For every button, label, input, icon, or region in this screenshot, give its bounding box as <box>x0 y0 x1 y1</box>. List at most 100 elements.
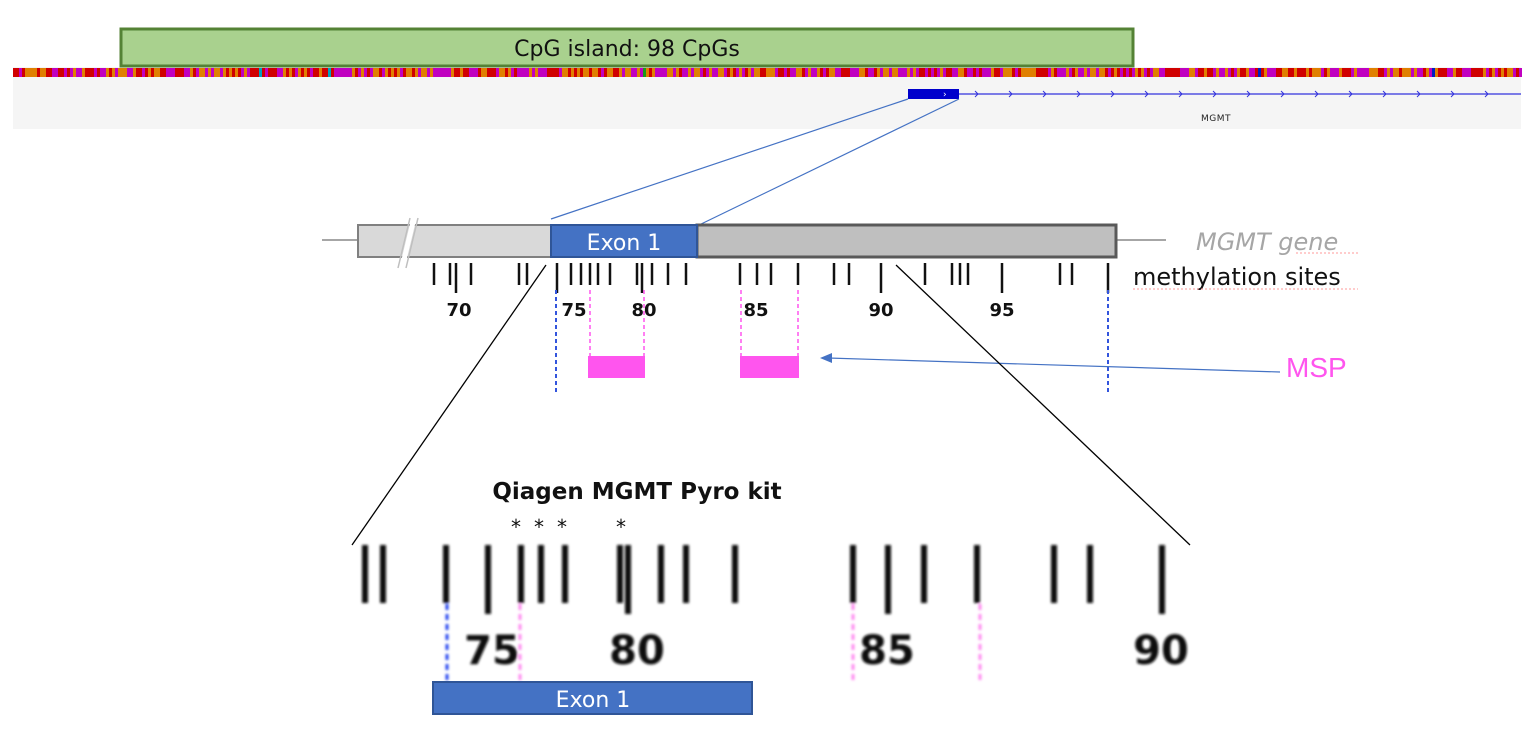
sequence-base <box>1201 68 1204 77</box>
sequence-base <box>610 68 613 77</box>
sequence-base <box>448 68 451 77</box>
sequence-base <box>238 68 241 77</box>
sequence-base <box>310 68 313 77</box>
sequence-base <box>328 68 331 77</box>
zoomed-methylation-ticks <box>362 545 1165 614</box>
sequence-base <box>1513 68 1516 77</box>
sequence-base <box>28 68 31 77</box>
sequence-base <box>1324 68 1327 77</box>
sequence-base <box>1465 68 1468 77</box>
sequence-base <box>673 68 676 77</box>
sequence-base <box>340 68 343 77</box>
zoom-line-left <box>351 264 547 546</box>
sequence-base <box>970 68 973 77</box>
strand-arrow-icon <box>1246 90 1251 98</box>
sequence-base <box>844 68 847 77</box>
sequence-base <box>1003 68 1006 77</box>
sequence-base <box>1237 68 1240 77</box>
sequence-base <box>193 68 196 77</box>
sequence-base <box>229 68 232 77</box>
overview-tick-label-70: 70 <box>446 300 471 321</box>
sequence-base <box>415 68 418 77</box>
sequence-base <box>1393 68 1396 77</box>
sequence-base <box>928 68 931 77</box>
sequence-base <box>307 68 310 77</box>
sequence-base <box>1234 68 1237 77</box>
sequence-base <box>1162 68 1165 77</box>
sequence-base <box>901 68 904 77</box>
sequence-base <box>628 68 631 77</box>
sequence-base <box>334 68 337 77</box>
sequence-base <box>1366 68 1369 77</box>
msp-arrow-head-icon <box>820 353 832 363</box>
sequence-base <box>1249 68 1252 77</box>
sequence-base <box>853 68 856 77</box>
sequence-base <box>1357 68 1360 77</box>
sequence-base <box>1087 68 1090 77</box>
sequence-base <box>1261 68 1264 77</box>
sequence-base <box>232 68 235 77</box>
sequence-base <box>724 68 727 77</box>
sequence-base <box>223 68 226 77</box>
sequence-base <box>88 68 91 77</box>
sequence-base <box>394 68 397 77</box>
break-mark-2 <box>405 217 419 269</box>
sequence-base <box>817 68 820 77</box>
sequence-base <box>1183 68 1186 77</box>
sequence-base <box>349 68 352 77</box>
sequence-base <box>916 68 919 77</box>
sequence-base <box>790 68 793 77</box>
overview-exon1-box <box>550 224 698 258</box>
msp-primer-2 <box>740 356 799 378</box>
sequence-base <box>1252 68 1255 77</box>
sequence-base <box>403 68 406 77</box>
sequence-base <box>1240 68 1243 77</box>
sequence-base <box>1243 68 1246 77</box>
zoom-exon1-label: Exon 1 <box>556 688 631 713</box>
sequence-base <box>436 68 439 77</box>
sequence-base <box>616 68 619 77</box>
sequence-base <box>1384 68 1387 77</box>
sequence-base <box>1084 68 1087 77</box>
sequence-base <box>1288 68 1291 77</box>
sequence-base <box>922 68 925 77</box>
msp-label: MSP <box>1286 352 1347 383</box>
sequence-base <box>433 68 436 77</box>
sequence-base <box>1354 68 1357 77</box>
sequence-base <box>1453 68 1456 77</box>
sequence-base <box>775 68 778 77</box>
sequence-base <box>145 68 148 77</box>
sequence-base <box>169 68 172 77</box>
sequence-base <box>100 68 103 77</box>
sequence-base <box>1516 68 1519 77</box>
sequence-base <box>772 68 775 77</box>
overview-tick-label-80: 80 <box>631 300 656 321</box>
sequence-base <box>1093 68 1096 77</box>
strand-arrow-icon <box>1416 90 1421 98</box>
sequence-base <box>658 68 661 77</box>
sequence-base <box>1033 68 1036 77</box>
break-mark-1 <box>397 217 411 269</box>
sequence-base <box>682 68 685 77</box>
sequence-base <box>466 68 469 77</box>
sequence-base <box>511 68 514 77</box>
sequence-base <box>277 68 280 77</box>
sequence-base <box>991 68 994 77</box>
sequence-base <box>496 68 499 77</box>
sequence-base <box>253 68 256 77</box>
sequence-base <box>619 68 622 77</box>
sequence-base <box>1057 68 1060 77</box>
sequence-base <box>664 68 667 77</box>
sequence-base <box>1468 68 1471 77</box>
sequence-base <box>1309 68 1312 77</box>
sequence-base <box>889 68 892 77</box>
sequence-base <box>421 68 424 77</box>
sequence-base <box>325 68 328 77</box>
sequence-base <box>1102 68 1105 77</box>
sequence-base <box>1390 68 1393 77</box>
sequence-base <box>346 68 349 77</box>
sequence-base <box>1000 68 1003 77</box>
sequence-base <box>1495 68 1498 77</box>
sequence-base <box>763 68 766 77</box>
